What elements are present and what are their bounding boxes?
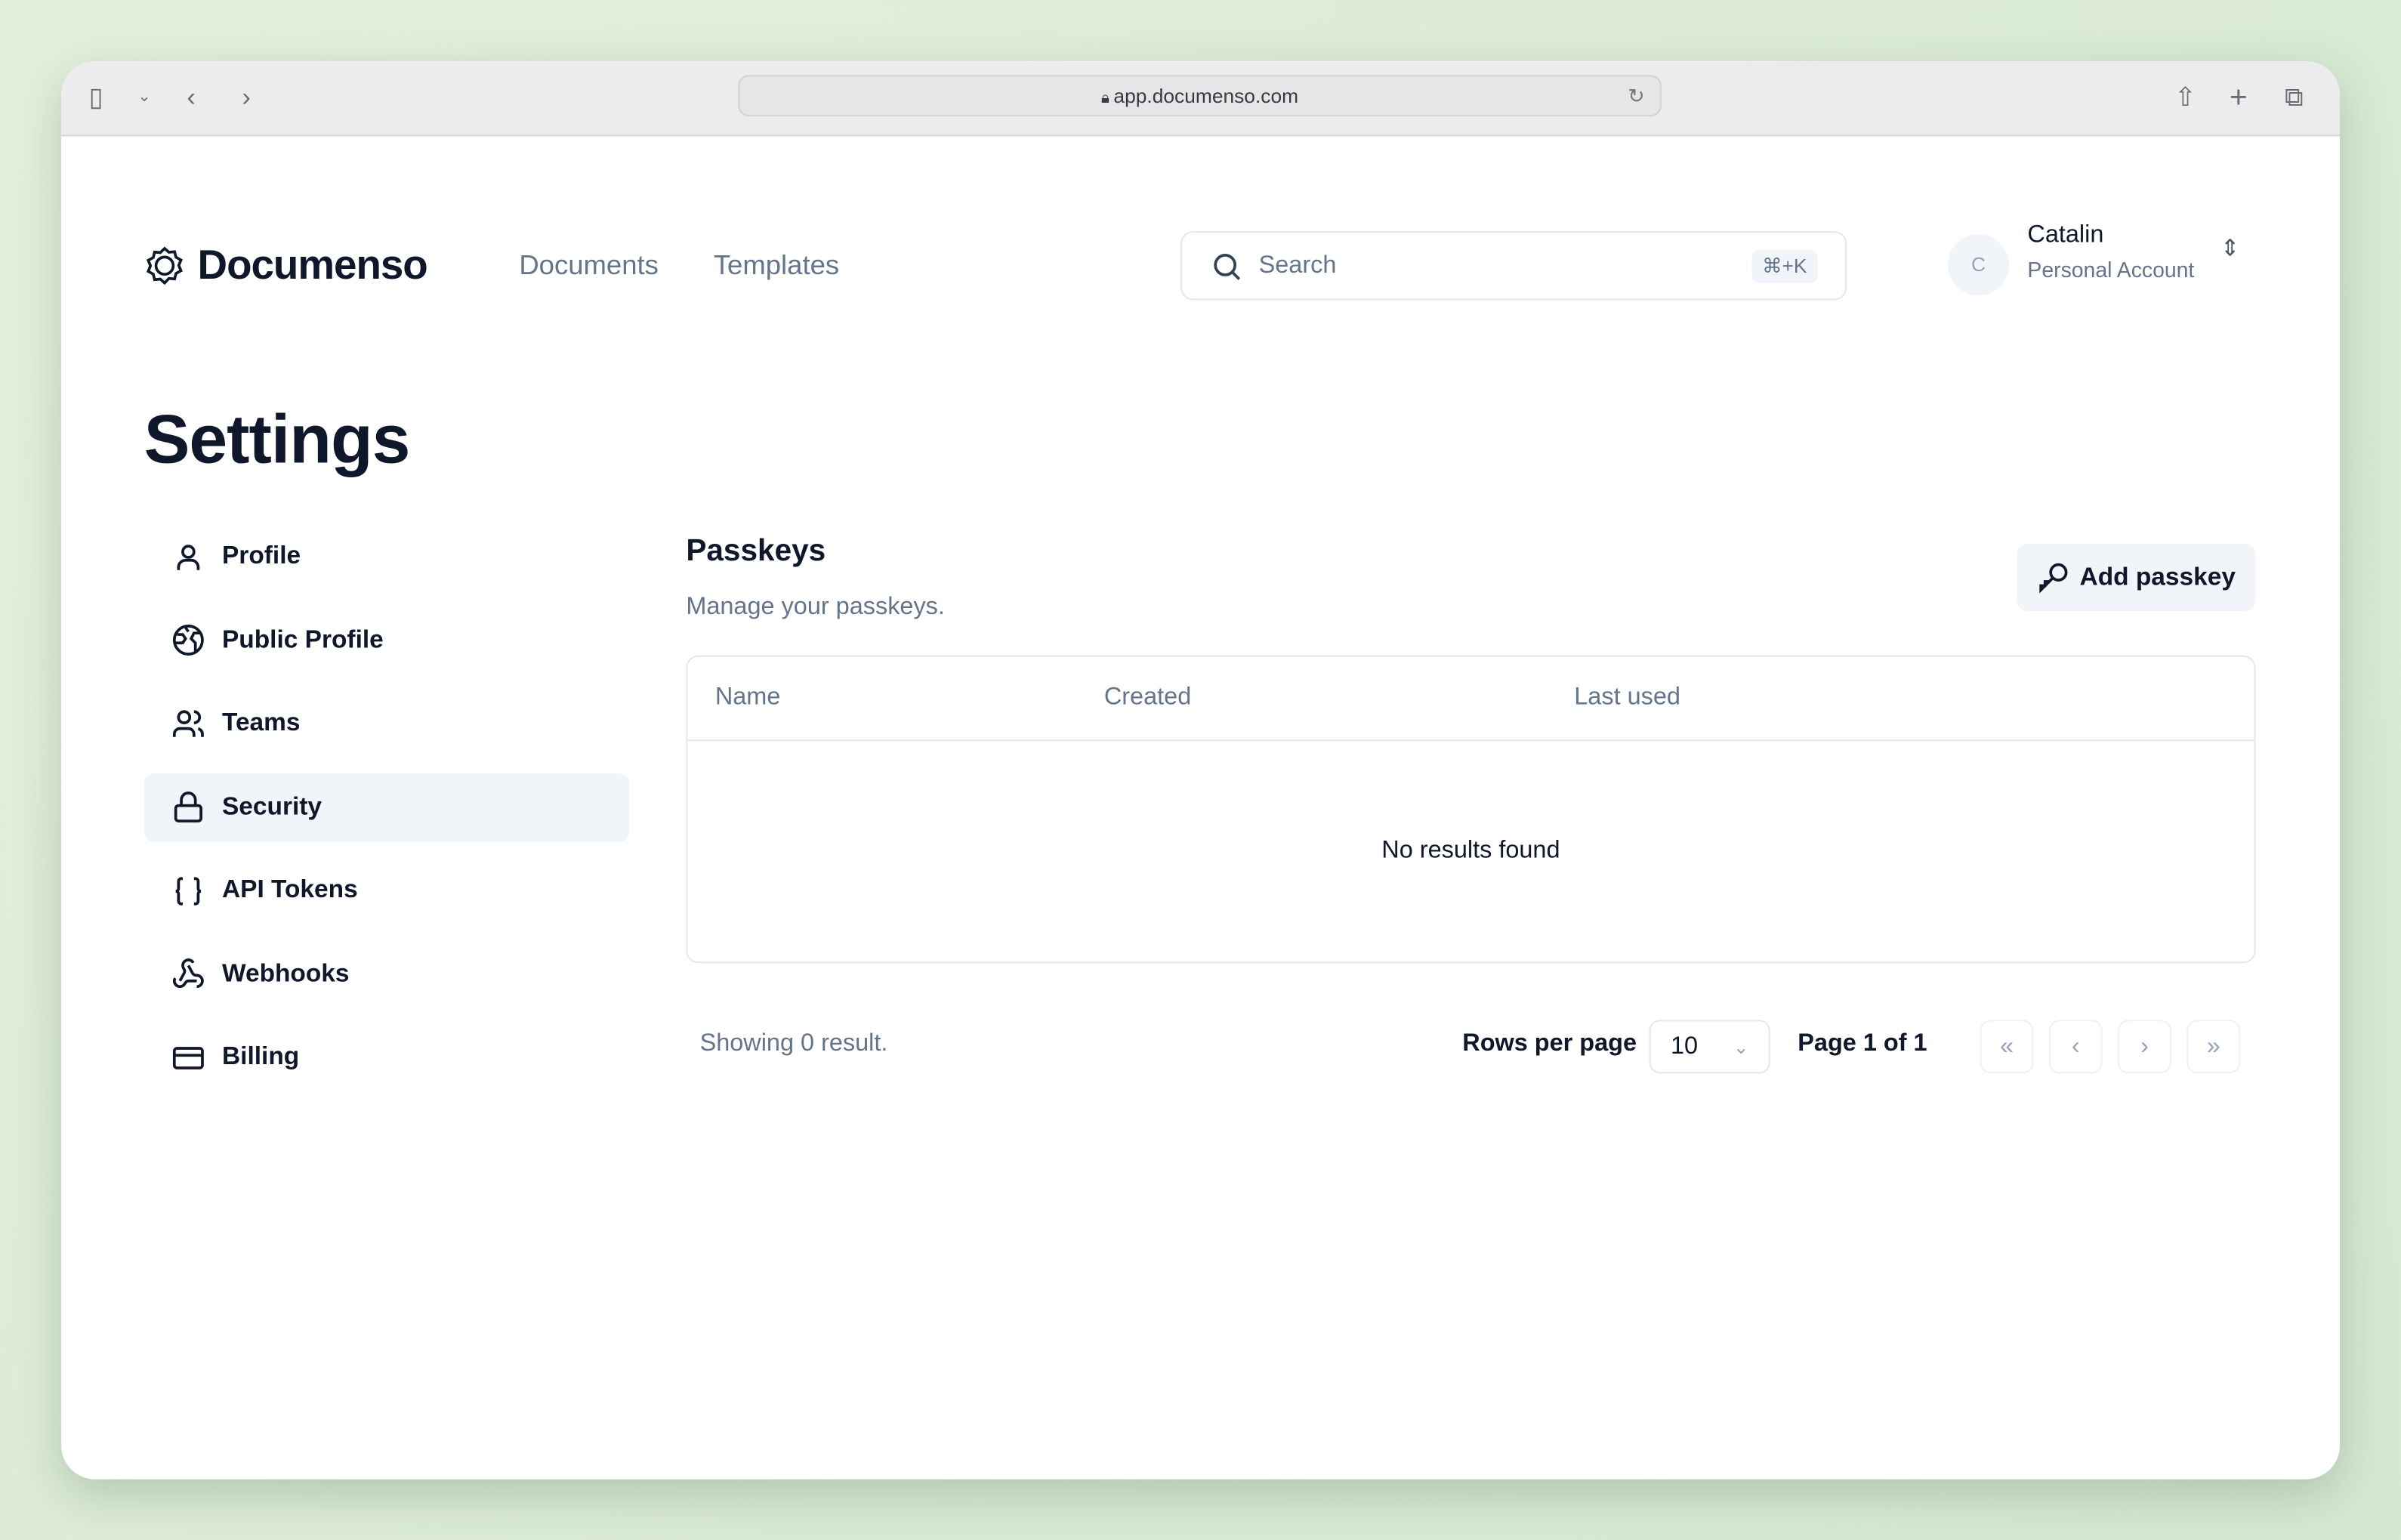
logo-icon xyxy=(146,246,183,285)
sidebar-item-label: Billing xyxy=(221,1042,300,1071)
sidebar-item-label: Profile xyxy=(221,542,301,570)
key-icon xyxy=(2039,563,2068,594)
rows-per-page-label: Rows per page xyxy=(1462,1030,1637,1057)
chevrons-left-icon: « xyxy=(2000,1033,2014,1060)
sidebar-item-label: Webhooks xyxy=(221,959,350,987)
chevron-right-icon: › xyxy=(2140,1033,2149,1060)
rows-per-page-select[interactable]: 10 ⌄ xyxy=(1649,1020,1770,1074)
share-icon[interactable]: ⇧ xyxy=(2174,82,2196,113)
next-page-button[interactable]: › xyxy=(2118,1020,2171,1074)
last-page-button[interactable]: » xyxy=(2187,1020,2241,1074)
account-type[interactable]: Personal Account xyxy=(2027,257,2195,282)
results-summary: Showing 0 result. xyxy=(699,1030,888,1057)
section-title: Passkeys xyxy=(686,534,826,569)
browser-toolbar: ▯ ⌄ ‹ › 🔒︎ app.documenso.com ↻ ⇧ + ⧉ xyxy=(61,61,2341,137)
passkeys-table: Name Created Last used No results found xyxy=(686,655,2256,964)
rows-per-page-value: 10 xyxy=(1671,1032,1699,1060)
sidebar-item-label: API Tokens xyxy=(221,875,358,904)
sidebar-item-webhooks[interactable]: Webhooks xyxy=(144,940,630,1008)
chevron-down-icon: ⌄ xyxy=(1733,1035,1749,1057)
webhook-icon xyxy=(172,958,204,989)
sidebar-item-security[interactable]: Security xyxy=(144,772,630,842)
sidebar-item-label: Teams xyxy=(221,708,301,737)
sidebar-item-profile[interactable]: Profile xyxy=(144,522,630,591)
chevrons-up-down-icon[interactable]: ⇕ xyxy=(2220,236,2240,262)
credit-card-icon xyxy=(172,1046,204,1069)
add-passkey-button[interactable]: Add passkey xyxy=(2017,543,2256,611)
search-input[interactable]: Search ⌘+K xyxy=(1180,231,1847,301)
column-last-used[interactable]: Last used xyxy=(1574,684,1680,711)
user-icon xyxy=(177,544,200,569)
new-tab-icon[interactable]: + xyxy=(2230,81,2248,116)
tabs-overview-icon[interactable]: ⧉ xyxy=(2285,82,2304,113)
globe-icon xyxy=(172,625,204,656)
sidebar-toggle-icon[interactable]: ▯ xyxy=(88,82,103,113)
brand-name: Documenso xyxy=(197,242,428,289)
sidebar-item-label: Public Profile xyxy=(221,625,384,653)
table-header: Name Created Last used xyxy=(687,657,2254,742)
reload-icon[interactable]: ↻ xyxy=(1628,84,1645,107)
nav-templates[interactable]: Templates xyxy=(713,249,840,281)
add-passkey-label: Add passkey xyxy=(2079,563,2236,591)
braces-icon xyxy=(175,876,202,905)
page-title: Settings xyxy=(144,400,411,478)
chevron-down-icon[interactable]: ⌄ xyxy=(137,88,151,106)
sidebar-item-api-tokens[interactable]: API Tokens xyxy=(144,856,630,924)
avatar[interactable]: C xyxy=(1947,234,2010,296)
search-icon xyxy=(1214,253,1241,279)
column-name[interactable]: Name xyxy=(714,684,781,711)
empty-state: No results found xyxy=(1381,838,1560,864)
column-created[interactable]: Created xyxy=(1103,684,1192,711)
user-name[interactable]: Catalin xyxy=(2027,221,2104,248)
sidebar-item-label: Security xyxy=(221,792,322,820)
sidebar-item-teams[interactable]: Teams xyxy=(144,689,630,758)
url-text: app.documenso.com xyxy=(1113,84,1299,107)
settings-sidebar: Profile Public Profile Teams Security AP… xyxy=(144,522,630,1106)
search-shortcut: ⌘+K xyxy=(1751,248,1818,283)
previous-page-button[interactable]: ‹ xyxy=(2048,1020,2103,1074)
back-icon[interactable]: ‹ xyxy=(187,82,196,113)
chevron-left-icon: ‹ xyxy=(2071,1033,2080,1060)
browser-window: ▯ ⌄ ‹ › 🔒︎ app.documenso.com ↻ ⇧ + ⧉ Docu… xyxy=(61,61,2341,1480)
forward-icon[interactable]: › xyxy=(242,82,251,113)
users-icon xyxy=(172,709,204,736)
sidebar-item-billing[interactable]: Billing xyxy=(144,1023,630,1091)
lock-icon: 🔒︎ xyxy=(1100,90,1114,107)
address-bar[interactable]: 🔒︎ app.documenso.com ↻ xyxy=(738,75,1662,117)
nav-documents[interactable]: Documents xyxy=(519,249,659,281)
page-indicator: Page 1 of 1 xyxy=(1798,1030,1927,1057)
brand-logo[interactable]: Documenso xyxy=(144,242,428,289)
first-page-button[interactable]: « xyxy=(1980,1020,2034,1074)
section-subtitle: Manage your passkeys. xyxy=(686,594,945,621)
sidebar-item-public-profile[interactable]: Public Profile xyxy=(144,606,630,674)
search-placeholder: Search xyxy=(1258,252,1337,278)
chevrons-right-icon: » xyxy=(2206,1033,2220,1060)
lock-icon xyxy=(174,792,202,822)
